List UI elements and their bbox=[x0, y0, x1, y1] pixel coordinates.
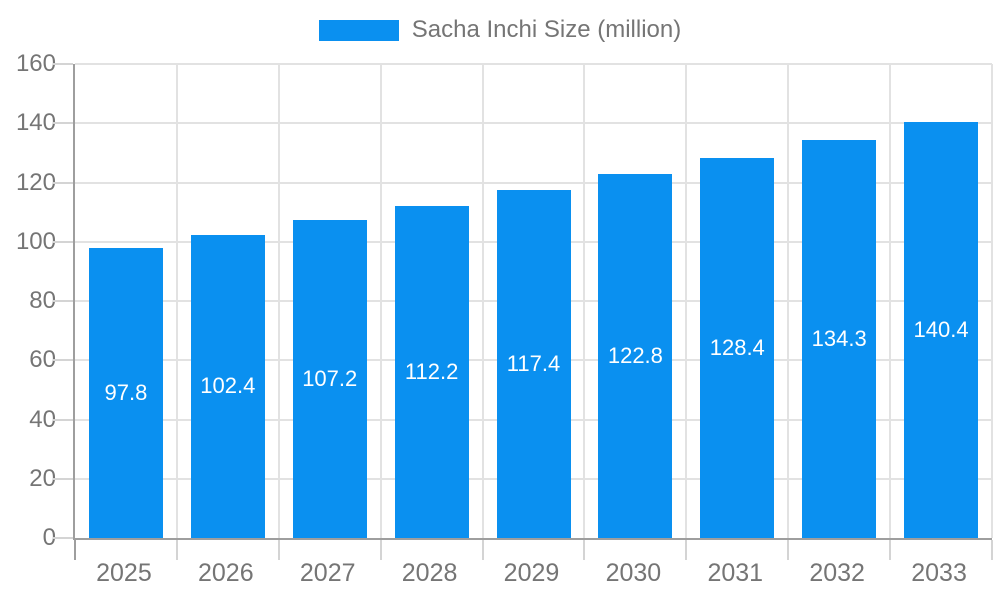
x-axis-tick bbox=[889, 540, 892, 560]
bar-value-label: 122.8 bbox=[607, 343, 663, 369]
bar-2031[interactable]: 128.4 bbox=[700, 157, 775, 538]
h-gridline bbox=[75, 181, 992, 184]
x-axis-label-2033: 2033 bbox=[911, 559, 967, 587]
x-axis-tick bbox=[991, 540, 993, 560]
bar-2030[interactable]: 122.8 bbox=[598, 174, 673, 538]
x-axis-labels: 2025 2026 2027 2028 2029 2030 2031 2032 2033 bbox=[73, 556, 990, 590]
y-axis-label: 40 bbox=[29, 405, 56, 433]
y-axis-labels: 0 20 40 60 80 100 120 140 160 bbox=[0, 50, 56, 551]
v-gridline bbox=[481, 64, 484, 538]
x-axis-tick bbox=[74, 540, 76, 560]
v-gridline bbox=[991, 64, 993, 538]
legend-swatch-icon bbox=[318, 19, 399, 41]
x-axis-label-2027: 2027 bbox=[299, 559, 356, 587]
bar-2029[interactable]: 117.4 bbox=[496, 190, 571, 538]
y-axis-label: 160 bbox=[15, 50, 56, 77]
legend-item-sacha-inchi-size[interactable]: Sacha Inchi Size (million) bbox=[318, 16, 682, 44]
x-axis-tick bbox=[277, 540, 280, 560]
bar-2032[interactable]: 134.3 bbox=[802, 140, 877, 538]
bar-value-label: 140.4 bbox=[913, 317, 969, 343]
y-axis-label: 140 bbox=[15, 109, 56, 137]
x-axis-label-2028: 2028 bbox=[401, 559, 458, 587]
y-axis-tick bbox=[53, 240, 73, 243]
plot-area: 97.8 102.4 107.2 112.2 117.4 122.8 128.4 134.3 1… bbox=[53, 63, 993, 560]
y-axis-tick bbox=[53, 537, 73, 539]
bar-2025[interactable]: 97.8 bbox=[88, 248, 163, 538]
y-axis-label: 120 bbox=[15, 168, 56, 196]
bar-2033[interactable]: 140.4 bbox=[904, 122, 979, 538]
x-axis-tick bbox=[787, 540, 790, 560]
h-gridline bbox=[75, 122, 992, 125]
v-gridline bbox=[787, 64, 790, 538]
x-axis-tick bbox=[583, 540, 586, 560]
y-axis-tick bbox=[53, 300, 73, 302]
bar-value-label: 134.3 bbox=[811, 326, 867, 352]
y-axis-tick bbox=[53, 359, 73, 362]
y-axis-tick bbox=[53, 418, 73, 421]
bar-value-label: 102.4 bbox=[200, 373, 256, 399]
bar-value-label: 97.8 bbox=[104, 380, 148, 406]
bar-2026[interactable]: 102.4 bbox=[190, 234, 265, 538]
h-gridline bbox=[75, 63, 992, 65]
y-axis-label: 100 bbox=[15, 227, 56, 255]
v-gridline bbox=[685, 64, 688, 538]
x-axis-tick bbox=[175, 540, 178, 560]
v-gridline bbox=[277, 64, 280, 538]
y-axis-tick bbox=[53, 181, 73, 184]
y-axis-tick bbox=[53, 122, 73, 125]
y-axis-tick bbox=[53, 63, 73, 65]
bar-value-label: 128.4 bbox=[709, 334, 765, 360]
chart-legend: Sacha Inchi Size (million) bbox=[0, 16, 1000, 44]
y-axis-label: 0 bbox=[42, 524, 56, 551]
y-axis-label: 80 bbox=[29, 287, 56, 314]
v-gridline bbox=[379, 64, 382, 538]
x-axis-label-2031: 2031 bbox=[707, 559, 764, 587]
x-axis-label-2030: 2030 bbox=[605, 559, 662, 587]
v-gridline bbox=[583, 64, 586, 538]
x-axis-tick bbox=[481, 540, 484, 560]
bar-value-label: 117.4 bbox=[506, 351, 561, 377]
x-axis-label-2026: 2026 bbox=[198, 559, 254, 587]
bar-2027[interactable]: 107.2 bbox=[292, 220, 367, 538]
v-gridline bbox=[175, 64, 178, 538]
y-axis-label: 20 bbox=[29, 464, 56, 492]
y-axis-label: 60 bbox=[29, 346, 56, 374]
x-axis-label-2029: 2029 bbox=[503, 559, 560, 587]
x-axis-tick bbox=[685, 540, 688, 560]
x-axis-label-2032: 2032 bbox=[809, 559, 865, 587]
y-axis-tick bbox=[53, 477, 73, 480]
x-axis-tick bbox=[379, 540, 382, 560]
bar-value-label: 112.2 bbox=[404, 358, 459, 384]
bar-2028[interactable]: 112.2 bbox=[394, 205, 469, 538]
legend-label: Sacha Inchi Size (million) bbox=[411, 16, 682, 43]
bar-value-label: 107.2 bbox=[302, 366, 358, 392]
x-axis-label-2025: 2025 bbox=[96, 559, 152, 587]
v-gridline bbox=[889, 64, 892, 538]
